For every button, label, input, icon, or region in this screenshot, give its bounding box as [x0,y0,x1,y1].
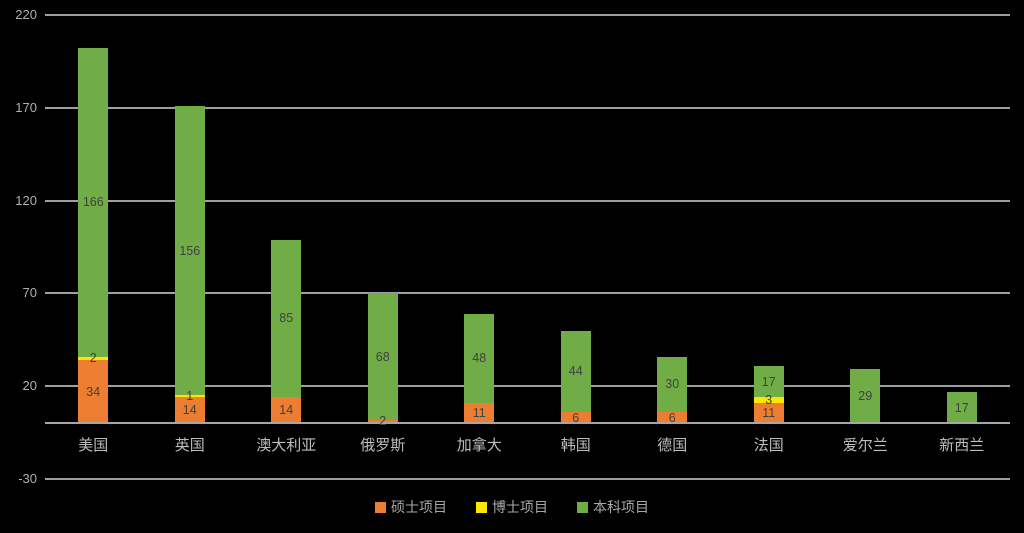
data-label-本科项目-俄罗斯: 68 [375,349,390,364]
data-label-本科项目-英国: 156 [179,243,201,258]
bar-segment-本科项目-德国 [657,356,688,413]
data-label-博士项目-美国: 2 [89,351,97,366]
x-axis-category-label: 美国 [78,437,109,455]
data-label-本科项目-美国: 166 [82,195,104,210]
data-label-博士项目-英国: 1 [186,389,194,404]
legend-label-bachelor: 本科项目 [593,499,649,515]
bar-segment-本科项目-韩国 [560,330,591,413]
bar-segment-硕士项目-法国 [753,402,784,424]
bar-segment-博士项目-英国 [174,395,205,398]
bar-segment-本科项目-英国 [174,105,205,396]
gridline-220 [45,14,1010,16]
x-axis-category-label: 法国 [753,437,784,455]
y-axis-tick-label: 120 [15,192,37,208]
bar-segment-硕士项目-德国 [657,412,688,424]
bachelor-swatch-icon [577,501,588,513]
bar-segment-博士项目-美国 [78,356,109,361]
data-label-硕士项目-韩国: 6 [572,410,580,425]
x-axis-category-label: 爱尔兰 [842,437,888,455]
legend-item-bachelor: 本科项目 [577,497,649,517]
y-axis-tick-label: 70 [22,285,37,301]
bar-segment-硕士项目-韩国 [560,412,591,424]
bar-segment-本科项目-澳大利亚 [271,239,302,398]
data-label-本科项目-韩国: 44 [568,364,583,379]
y-axis-tick-label: 220 [15,7,37,22]
gridline--30 [45,478,1010,480]
chart-legend: 硕士项目 博士项目 本科项目 [0,497,1024,517]
gridline-70 [45,292,1010,295]
bar-segment-硕士项目-英国 [174,397,205,424]
data-label-硕士项目-德国: 6 [668,410,676,425]
bar-segment-硕士项目-美国 [78,360,109,424]
data-label-硕士项目-英国: 14 [182,403,197,418]
bar-segment-本科项目-加拿大 [464,313,495,403]
legend-label-phd: 博士项目 [492,499,548,515]
x-axis-category-label: 德国 [657,437,688,455]
x-axis-category-label: 俄罗斯 [360,437,406,455]
bar-segment-博士项目-法国 [753,397,784,403]
data-label-硕士项目-俄罗斯: 2 [379,414,387,429]
x-axis-category-label: 新西兰 [939,437,985,455]
data-label-本科项目-德国: 30 [665,377,680,392]
bar-segment-本科项目-美国 [78,48,109,357]
x-axis-category-label: 加拿大 [456,437,502,455]
data-label-硕士项目-澳大利亚: 14 [279,403,294,418]
masters-swatch-icon [375,501,386,513]
data-label-博士项目-法国: 3 [765,393,773,408]
bar-segment-本科项目-法国 [753,365,784,398]
x-axis-category-label: 澳大利亚 [256,437,317,455]
y-axis-tick-label: 20 [22,378,37,394]
data-label-硕士项目-美国: 34 [86,384,101,399]
y-axis-tick-label: 170 [15,99,37,115]
data-label-本科项目-法国: 17 [761,374,776,389]
data-label-本科项目-爱尔兰: 29 [858,389,873,404]
bar-segment-本科项目-新西兰 [946,391,977,424]
x-axis-line [45,422,1010,425]
phd-swatch-icon [476,501,487,513]
data-label-本科项目-加拿大: 48 [472,351,487,366]
legend-item-phd: 博士项目 [476,497,548,517]
bar-segment-硕士项目-俄罗斯 [367,419,398,424]
bar-segment-本科项目-俄罗斯 [367,293,398,420]
y-axis-tick-label: -30 [18,471,37,486]
gridline-120 [45,199,1010,202]
legend-item-masters: 硕士项目 [375,497,447,517]
x-axis-category-label: 英国 [174,437,205,455]
bar-segment-硕士项目-加拿大 [464,402,495,424]
bar-segment-硕士项目-澳大利亚 [271,397,302,424]
data-label-本科项目-新西兰: 17 [954,400,969,415]
x-axis-category-label: 韩国 [560,437,591,455]
data-label-本科项目-澳大利亚: 85 [279,311,294,326]
data-label-硕士项目-加拿大: 11 [472,406,486,421]
bar-segment-本科项目-爱尔兰 [850,369,881,424]
data-label-硕士项目-法国: 11 [762,406,776,421]
gridline-170 [45,106,1010,109]
gridline-20 [45,385,1010,388]
legend-label-masters: 硕士项目 [391,499,447,515]
